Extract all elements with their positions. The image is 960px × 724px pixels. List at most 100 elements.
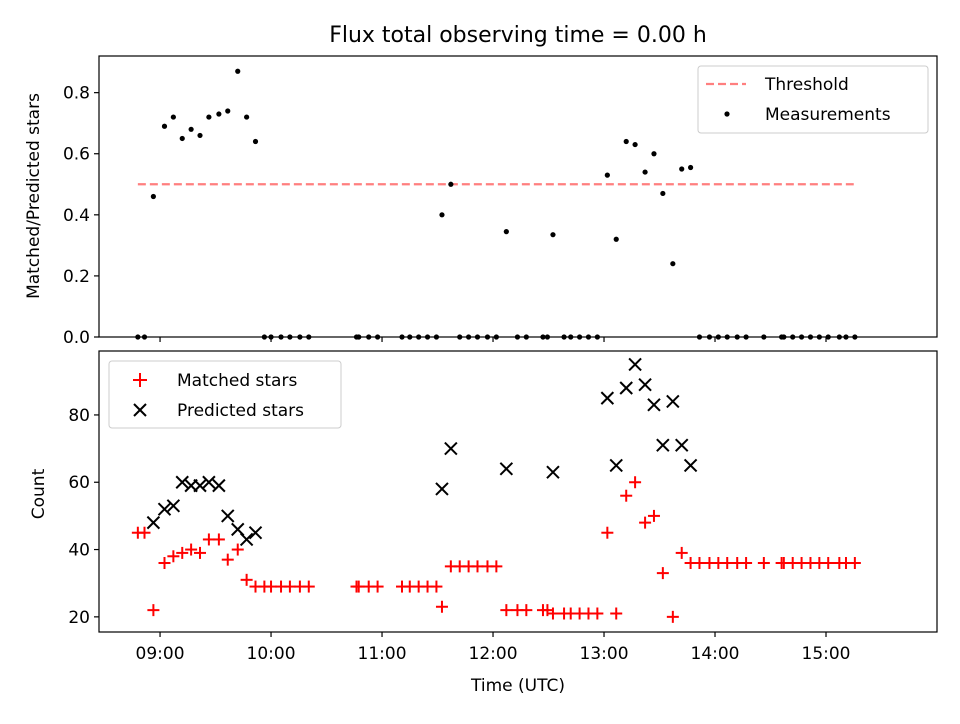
measurement-point xyxy=(439,212,445,218)
x-tick-label: 09:00 xyxy=(136,644,185,664)
bottom-legend-box xyxy=(108,360,342,429)
predicted-star-point xyxy=(193,478,207,493)
matched-star-point xyxy=(138,526,151,539)
matched-star-point xyxy=(546,607,559,620)
matched-star-point xyxy=(435,600,448,613)
matched-star-point xyxy=(629,476,642,489)
legend-threshold-label: Threshold xyxy=(764,75,849,95)
x-tick-label: 13:00 xyxy=(580,644,629,664)
matched-star-point xyxy=(221,553,234,566)
predicted-star-point xyxy=(248,526,263,540)
measurement-point xyxy=(651,151,657,157)
bottom-y-tick-label: 80 xyxy=(68,406,90,426)
predicted-star-point xyxy=(675,438,689,452)
matched-star-point xyxy=(757,557,770,570)
matched-star-point xyxy=(185,543,198,556)
bottom-y-ticks: 20 40 60 80 xyxy=(68,406,99,628)
measurement-point xyxy=(550,232,556,238)
measurement-point xyxy=(206,114,212,120)
matched-star-point xyxy=(302,580,315,593)
measurement-point xyxy=(613,236,619,242)
top-y-tick-label: 0.2 xyxy=(63,267,90,287)
bottom-y-tick-label: 40 xyxy=(68,541,90,561)
measurement-point xyxy=(150,193,156,200)
matched-star-point xyxy=(675,546,688,559)
matched-star-point xyxy=(647,509,660,522)
measurement-point xyxy=(225,108,231,114)
predicted-star-point xyxy=(175,475,189,489)
top-legend: Threshold Measurements xyxy=(697,65,929,134)
bottom-y-axis-label: Count xyxy=(29,468,49,519)
top-legend-box xyxy=(697,65,929,134)
bottom-legend: Matched stars Predicted stars xyxy=(108,360,342,429)
matched-star-point xyxy=(490,560,503,573)
measurement-point xyxy=(679,166,685,172)
predicted-star-point xyxy=(546,465,560,479)
measurement-point xyxy=(216,111,222,117)
predicted-star-point xyxy=(619,381,633,395)
matched-star-point xyxy=(620,489,633,502)
matched-star-point xyxy=(740,557,753,570)
matched-star-point xyxy=(601,526,614,539)
matched-star-point xyxy=(520,604,533,617)
matched-star-point xyxy=(848,557,861,570)
predicted-star-point xyxy=(638,377,652,392)
predicted-star-point xyxy=(221,509,235,523)
top-y-tick-label: 0.8 xyxy=(63,84,90,104)
measurement-point xyxy=(161,123,168,129)
predicted-star-point xyxy=(166,499,181,513)
predicted-star-point xyxy=(628,357,642,372)
x-tick-label: 14:00 xyxy=(691,644,740,664)
measurement-point xyxy=(687,164,694,171)
matched-star-point xyxy=(591,607,604,620)
predicted-star-point xyxy=(444,441,458,456)
measurement-point xyxy=(244,114,250,120)
predicted-star-point xyxy=(435,482,449,496)
predicted-star-point xyxy=(157,502,172,516)
top-y-tick-label: 0.6 xyxy=(63,145,90,165)
measurement-point xyxy=(623,138,629,145)
top-y-axis-label: Matched/Predicted stars xyxy=(24,93,44,299)
predicted-star-point xyxy=(499,462,514,476)
top-y-ticks: 0.0 0.2 0.4 0.6 0.8 xyxy=(63,84,99,348)
chart-title: Flux total observing time = 0.00 h xyxy=(329,23,707,48)
measurement-point xyxy=(188,126,194,132)
matched-star-point xyxy=(500,604,513,617)
predicted-star-point xyxy=(212,478,226,493)
bottom-axes-frame xyxy=(98,350,938,633)
x-tick-label: 10:00 xyxy=(247,644,296,664)
measurement-point xyxy=(604,172,610,178)
predicted-star-point xyxy=(656,438,670,452)
measurement-point xyxy=(252,138,259,145)
measurement-point xyxy=(197,132,203,139)
legend-matched-label: Matched stars xyxy=(177,371,297,391)
top-y-tick-label: 0.0 xyxy=(63,328,90,348)
matched-star-point xyxy=(147,604,160,617)
predicted-star-point xyxy=(683,458,698,473)
measurement-point xyxy=(503,229,509,235)
x-axis-label: Time (UTC) xyxy=(470,676,565,696)
matched-star-point xyxy=(158,557,171,570)
measurement-point xyxy=(170,114,176,120)
legend-predicted-label: Predicted stars xyxy=(177,401,304,421)
matched-star-point xyxy=(176,546,189,559)
top-y-tick-label: 0.4 xyxy=(63,206,90,226)
bottom-y-tick-label: 20 xyxy=(68,608,90,628)
measurement-point xyxy=(235,68,241,74)
legend-matched-swatch xyxy=(133,373,147,387)
measurement-point xyxy=(670,261,676,267)
matched-star-point xyxy=(167,550,180,563)
matched-star-point xyxy=(231,543,244,556)
measurement-point xyxy=(660,190,666,197)
measurement-point xyxy=(632,141,638,148)
predicted-star-point xyxy=(600,391,615,405)
matched-star-point xyxy=(610,607,623,620)
legend-measurements-swatch xyxy=(724,111,730,117)
measurement-point xyxy=(448,181,454,187)
legend-measurements-label: Measurements xyxy=(765,105,891,125)
predicted-star-point xyxy=(146,515,161,530)
legend-predicted-swatch xyxy=(133,403,147,417)
bottom-x-ticks: 09:00 10:00 11:00 12:00 13:00 14:00 15:00 xyxy=(136,632,851,664)
predicted-star-point xyxy=(666,394,680,409)
